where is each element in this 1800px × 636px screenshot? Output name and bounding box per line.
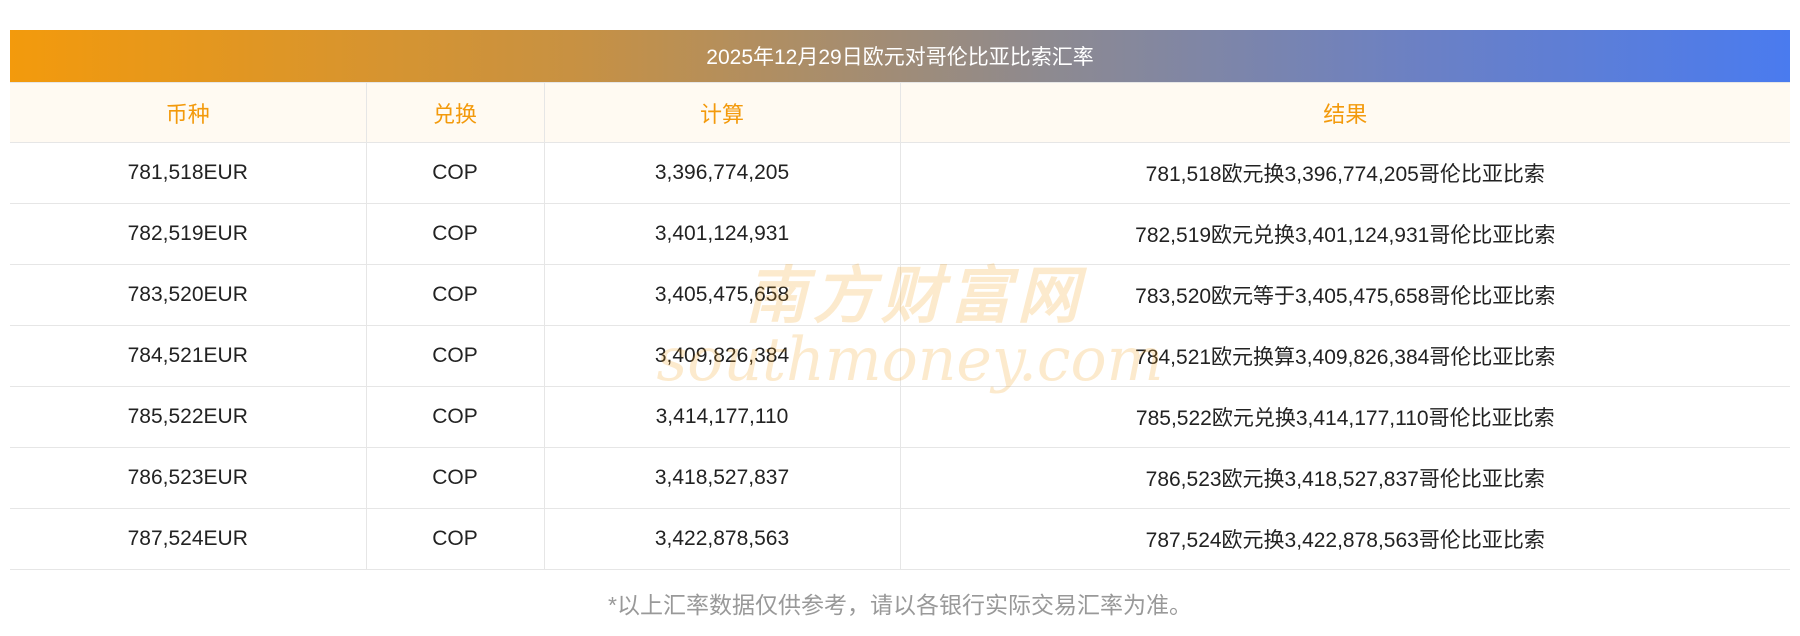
cell-result: 784,521欧元换算3,409,826,384哥伦比亚比索 <box>899 325 1790 387</box>
cell-target: COP <box>365 508 545 570</box>
cell-target: COP <box>365 203 545 265</box>
cell-amount: 3,422,878,563 <box>543 508 901 570</box>
rate-table-container: 2025年12月29日欧元对哥伦比亚比索汇率 币种 兑换 计算 结果 781,5… <box>10 30 1790 570</box>
cell-currency: 781,518EUR <box>10 142 367 204</box>
cell-target: COP <box>365 447 545 509</box>
cell-currency: 782,519EUR <box>10 203 367 265</box>
cell-currency: 787,524EUR <box>10 508 367 570</box>
table-header-row: 币种 兑换 计算 结果 <box>10 82 1790 143</box>
table-row: 783,520EUR COP 3,405,475,658 783,520欧元等于… <box>10 264 1790 326</box>
cell-amount: 3,414,177,110 <box>543 386 901 448</box>
column-header-exchange: 兑换 <box>365 82 545 143</box>
cell-target: COP <box>365 325 545 387</box>
cell-target: COP <box>365 142 545 204</box>
cell-result: 783,520欧元等于3,405,475,658哥伦比亚比索 <box>899 264 1790 326</box>
cell-currency: 784,521EUR <box>10 325 367 387</box>
cell-result: 785,522欧元兑换3,414,177,110哥伦比亚比索 <box>899 386 1790 448</box>
table-row: 782,519EUR COP 3,401,124,931 782,519欧元兑换… <box>10 203 1790 265</box>
table-row: 784,521EUR COP 3,409,826,384 784,521欧元换算… <box>10 325 1790 387</box>
cell-amount: 3,409,826,384 <box>543 325 901 387</box>
exchange-rate-table: 币种 兑换 计算 结果 781,518EUR COP 3,396,774,205… <box>10 82 1790 570</box>
cell-amount: 3,405,475,658 <box>543 264 901 326</box>
cell-target: COP <box>365 386 545 448</box>
cell-result: 787,524欧元换3,422,878,563哥伦比亚比索 <box>899 508 1790 570</box>
column-header-result: 结果 <box>899 82 1790 143</box>
cell-target: COP <box>365 264 545 326</box>
column-header-calculation: 计算 <box>543 82 901 143</box>
table-row: 781,518EUR COP 3,396,774,205 781,518欧元换3… <box>10 142 1790 204</box>
cell-currency: 783,520EUR <box>10 264 367 326</box>
cell-amount: 3,401,124,931 <box>543 203 901 265</box>
table-row: 787,524EUR COP 3,422,878,563 787,524欧元换3… <box>10 508 1790 570</box>
cell-result: 781,518欧元换3,396,774,205哥伦比亚比索 <box>899 142 1790 204</box>
cell-currency: 785,522EUR <box>10 386 367 448</box>
cell-result: 782,519欧元兑换3,401,124,931哥伦比亚比索 <box>899 203 1790 265</box>
column-header-currency: 币种 <box>10 82 367 143</box>
cell-currency: 786,523EUR <box>10 447 367 509</box>
table-row: 785,522EUR COP 3,414,177,110 785,522欧元兑换… <box>10 386 1790 448</box>
disclaimer-footnote: *以上汇率数据仅供参考，请以各银行实际交易汇率为准。 <box>608 592 1192 618</box>
cell-amount: 3,396,774,205 <box>543 142 901 204</box>
table-title: 2025年12月29日欧元对哥伦比亚比索汇率 <box>10 30 1790 82</box>
cell-result: 786,523欧元换3,418,527,837哥伦比亚比索 <box>899 447 1790 509</box>
cell-amount: 3,418,527,837 <box>543 447 901 509</box>
table-row: 786,523EUR COP 3,418,527,837 786,523欧元换3… <box>10 447 1790 509</box>
